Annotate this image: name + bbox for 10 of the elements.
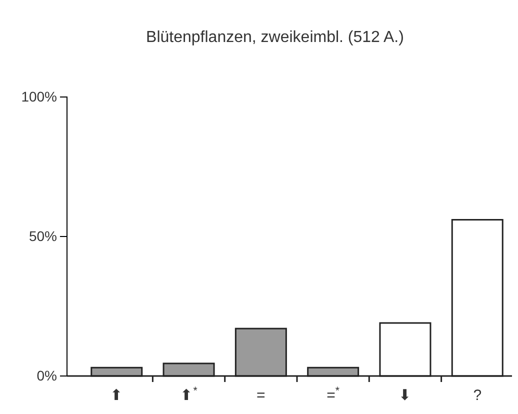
y-tick-label: 100%: [21, 88, 57, 104]
x-tick-label: ?: [473, 387, 482, 404]
y-tick-label: 50%: [28, 228, 57, 244]
y-tick-label: 0%: [36, 367, 57, 384]
x-tick-label: ⬆: [110, 387, 124, 404]
x-tick-label: =: [256, 387, 266, 404]
x-tick-label: =$^{*}$: [326, 385, 340, 404]
chart-title: Blütenpflanzen, zweikeimbl. (512 A.): [146, 29, 404, 46]
x-tick-label: ⬆$^{*}$: [180, 385, 198, 404]
x-tick-label: ⬇: [398, 387, 412, 404]
